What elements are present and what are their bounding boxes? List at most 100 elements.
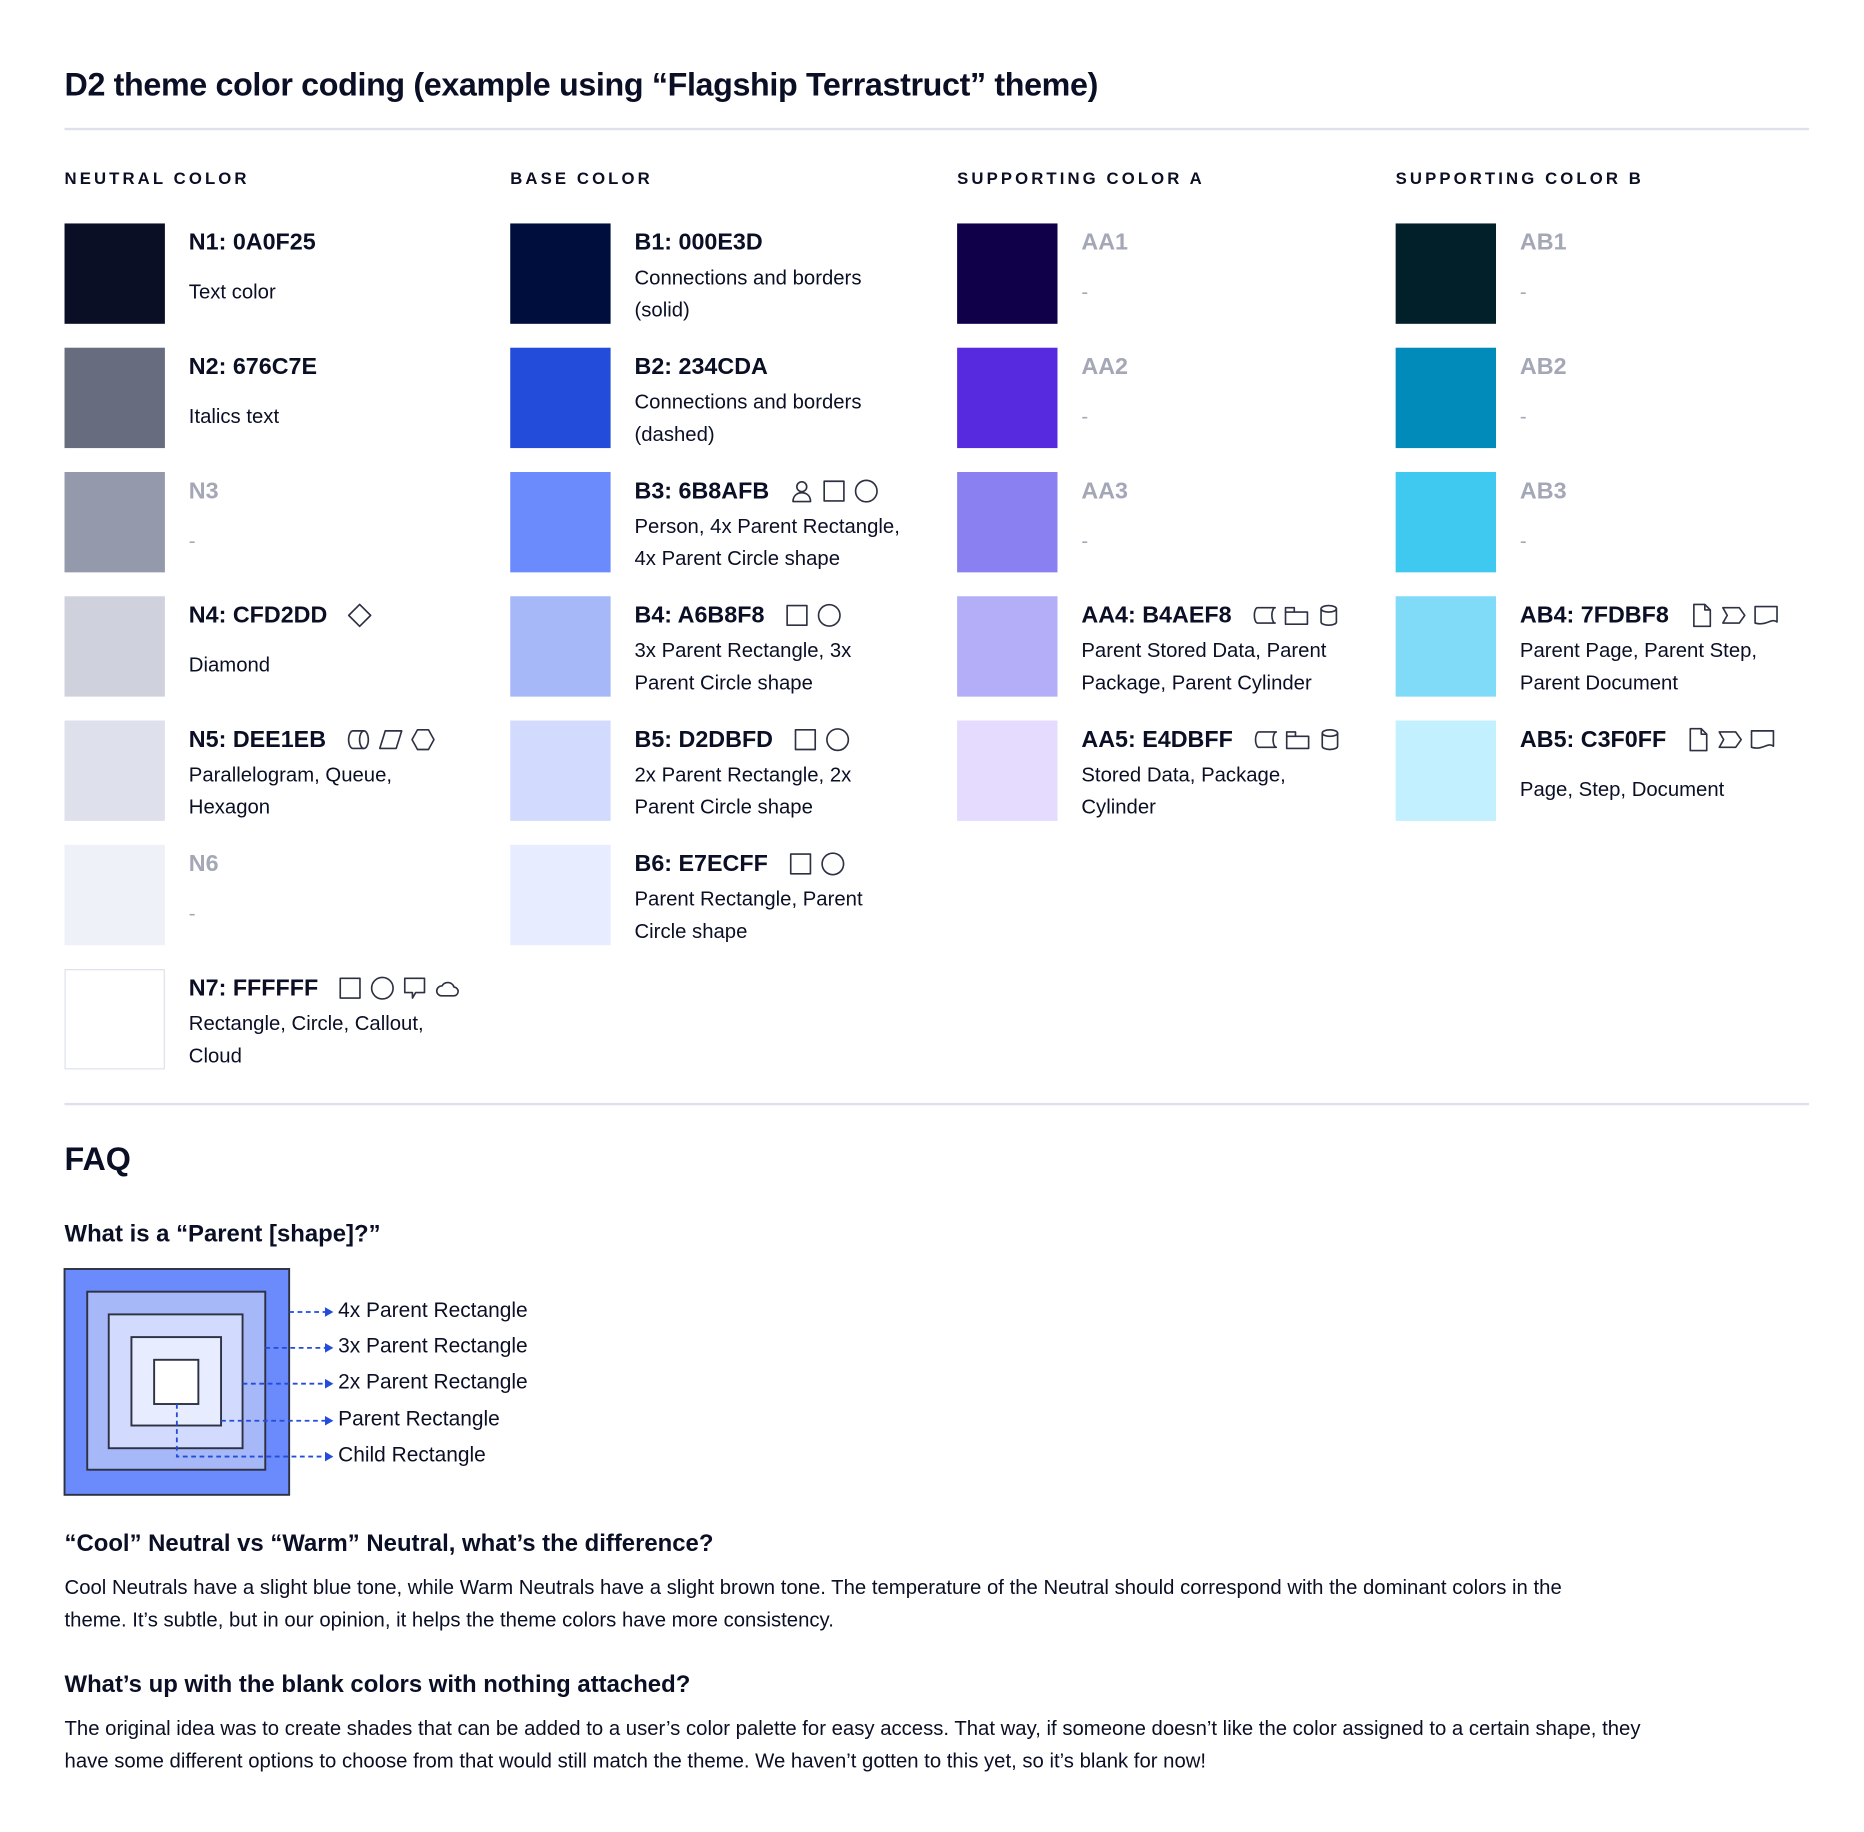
color-description-line: 2x Parent Rectangle, 2x (634, 763, 852, 787)
color-swatch (510, 720, 611, 821)
color-entry: AA3 - (957, 471, 1399, 573)
color-description-line: Circle shape (634, 920, 748, 943)
color-description: Parent Rectangle, Parent Circle shape (634, 883, 862, 948)
color-name: AB4: 7FDBF8 (1519, 601, 1669, 628)
color-entry: N7: FFFFFF Rectangle, Circle, Callout, Cl… (64, 969, 507, 1072)
color-description: Person, 4x Parent Rectangle, 4x Parent Ci… (634, 510, 899, 575)
color-description-line: Parent Stored Data, Parent (1081, 639, 1327, 662)
color-description: Italics text (189, 400, 317, 432)
color-description-line: Parent Circle shape (634, 795, 813, 819)
color-description: 2x Parent Rectangle, 2x Parent Circle sha… (634, 759, 851, 824)
faq-answer-blank-colors: The original idea was to create shades t… (65, 1712, 1641, 1777)
color-description: - (1520, 400, 1567, 432)
color-entry: AB2 - (1395, 347, 1838, 449)
color-entry: B5: D2DBFD 2x Parent Rectangle, 2x Parent… (510, 720, 952, 824)
color-entry: N6 - (64, 844, 507, 946)
step-icon (1718, 731, 1743, 749)
color-name: AA5: E4DBFF (1081, 725, 1233, 753)
color-entry: B3: 6B8AFB Person, 4x Parent Rectangle, 4… (510, 471, 952, 575)
color-description: - (1520, 525, 1567, 557)
color-swatch (510, 596, 611, 697)
color-entry: N4: CFD2DD Diamond (64, 596, 507, 697)
color-description-line: Parent Page, Parent Step, (1519, 639, 1758, 662)
color-swatch (64, 471, 165, 573)
child-rectangle-shape (153, 1358, 200, 1405)
color-description-line: Connections and borders (634, 390, 862, 414)
color-name: B3: 6B8AFB (634, 477, 770, 504)
color-name: AA4: B4AEF8 (1081, 601, 1232, 628)
color-swatch (64, 969, 165, 1070)
color-entry: AA2 - (957, 347, 1399, 449)
color-description-line: Parallelogram, Queue, (188, 763, 393, 787)
color-entry: N3 - (64, 471, 507, 573)
color-swatch (1395, 223, 1497, 324)
color-description-line: - (188, 902, 196, 925)
color-swatch (1395, 471, 1497, 573)
color-name: N4: CFD2DD (188, 601, 328, 628)
color-swatch (510, 347, 611, 449)
faq-question-parent-shape: What is a “Parent [shape]?” (64, 1221, 381, 1248)
color-entry: AA5: E4DBFF Stored Data, Package, Cylinde… (957, 720, 1399, 824)
color-swatch (510, 223, 611, 324)
color-name: N3 (188, 477, 219, 504)
circle-icon (820, 852, 844, 876)
color-swatch (1395, 596, 1497, 697)
color-entry: AB3 - (1395, 471, 1838, 573)
circle-icon (854, 479, 878, 503)
color-name: AA2 (1081, 353, 1129, 380)
color-description: Rectangle, Circle, Callout, Cloud (189, 1007, 461, 1072)
diagram-label: 4x Parent Rectangle (338, 1297, 528, 1322)
column-header: SUPPORTING COLOR B (1395, 168, 1644, 188)
color-swatch (64, 844, 165, 946)
color-description: - (1520, 276, 1567, 308)
color-swatch (64, 223, 165, 324)
color-name: N1: 0A0F25 (188, 228, 316, 256)
color-description: - (1081, 276, 1128, 308)
color-entry: AA4: B4AEF8 Parent Stored Data, Parent Pa… (957, 596, 1399, 697)
color-description: Text color (189, 276, 316, 308)
callout-icon (404, 977, 426, 999)
color-swatch (1395, 347, 1497, 449)
square-icon (339, 977, 362, 999)
color-swatch (957, 347, 1058, 449)
color-name: B4: A6B8F8 (634, 601, 765, 628)
arrow-head (325, 1378, 334, 1389)
diagram-label: 2x Parent Rectangle (338, 1369, 528, 1394)
circle-icon (371, 976, 395, 1000)
diagram-label: 3x Parent Rectangle (338, 1333, 528, 1358)
color-description: Connections and borders (dashed) (634, 386, 861, 451)
square-icon (789, 853, 811, 875)
color-description-line: - (1081, 529, 1089, 553)
color-description-line: Cloud (188, 1044, 242, 1068)
square-icon (822, 480, 845, 502)
color-swatch (64, 720, 165, 821)
color-description-line: Text color (188, 280, 276, 304)
color-description-line: - (188, 529, 196, 553)
color-name: B6: E7ECFF (634, 850, 768, 877)
color-description-line: Diamond (188, 653, 271, 677)
color-entry: N2: 676C7E Italics text (64, 347, 507, 449)
color-description-line: Hexagon (188, 795, 271, 819)
color-name: N7: FFFFFF (188, 974, 319, 1001)
color-description: Diamond (189, 649, 373, 681)
color-name: N2: 676C7E (188, 353, 318, 380)
color-swatch (957, 720, 1058, 821)
color-name: N5: DEE1EB (188, 725, 327, 753)
faq-answer-cool-warm: Cool Neutrals have a slight blue tone, w… (65, 1571, 1562, 1636)
column-header: BASE COLOR (510, 168, 653, 188)
color-description-line: Rectangle, Circle, Callout, (188, 1012, 424, 1035)
document-icon (1751, 730, 1775, 749)
color-description: - (1081, 400, 1128, 432)
circle-icon (817, 603, 841, 627)
column-header: SUPPORTING COLOR A (957, 168, 1205, 188)
step-icon (1721, 606, 1746, 624)
color-description: Page, Step, Document (1520, 773, 1776, 805)
color-description-line: - (1519, 529, 1527, 553)
color-name: B2: 234CDA (634, 353, 768, 380)
color-entry: B4: A6B8F8 3x Parent Rectangle, 3x Parent… (510, 596, 952, 699)
color-description: Stored Data, Package, Cylinder (1081, 759, 1342, 824)
color-entry: B1: 000E3D Connections and borders (solid… (510, 223, 952, 324)
color-description-line: Person, 4x Parent Rectangle, (634, 515, 900, 538)
color-description: 3x Parent Rectangle, 3x Parent Circle sha… (634, 634, 851, 699)
arrow-head (325, 1451, 334, 1462)
